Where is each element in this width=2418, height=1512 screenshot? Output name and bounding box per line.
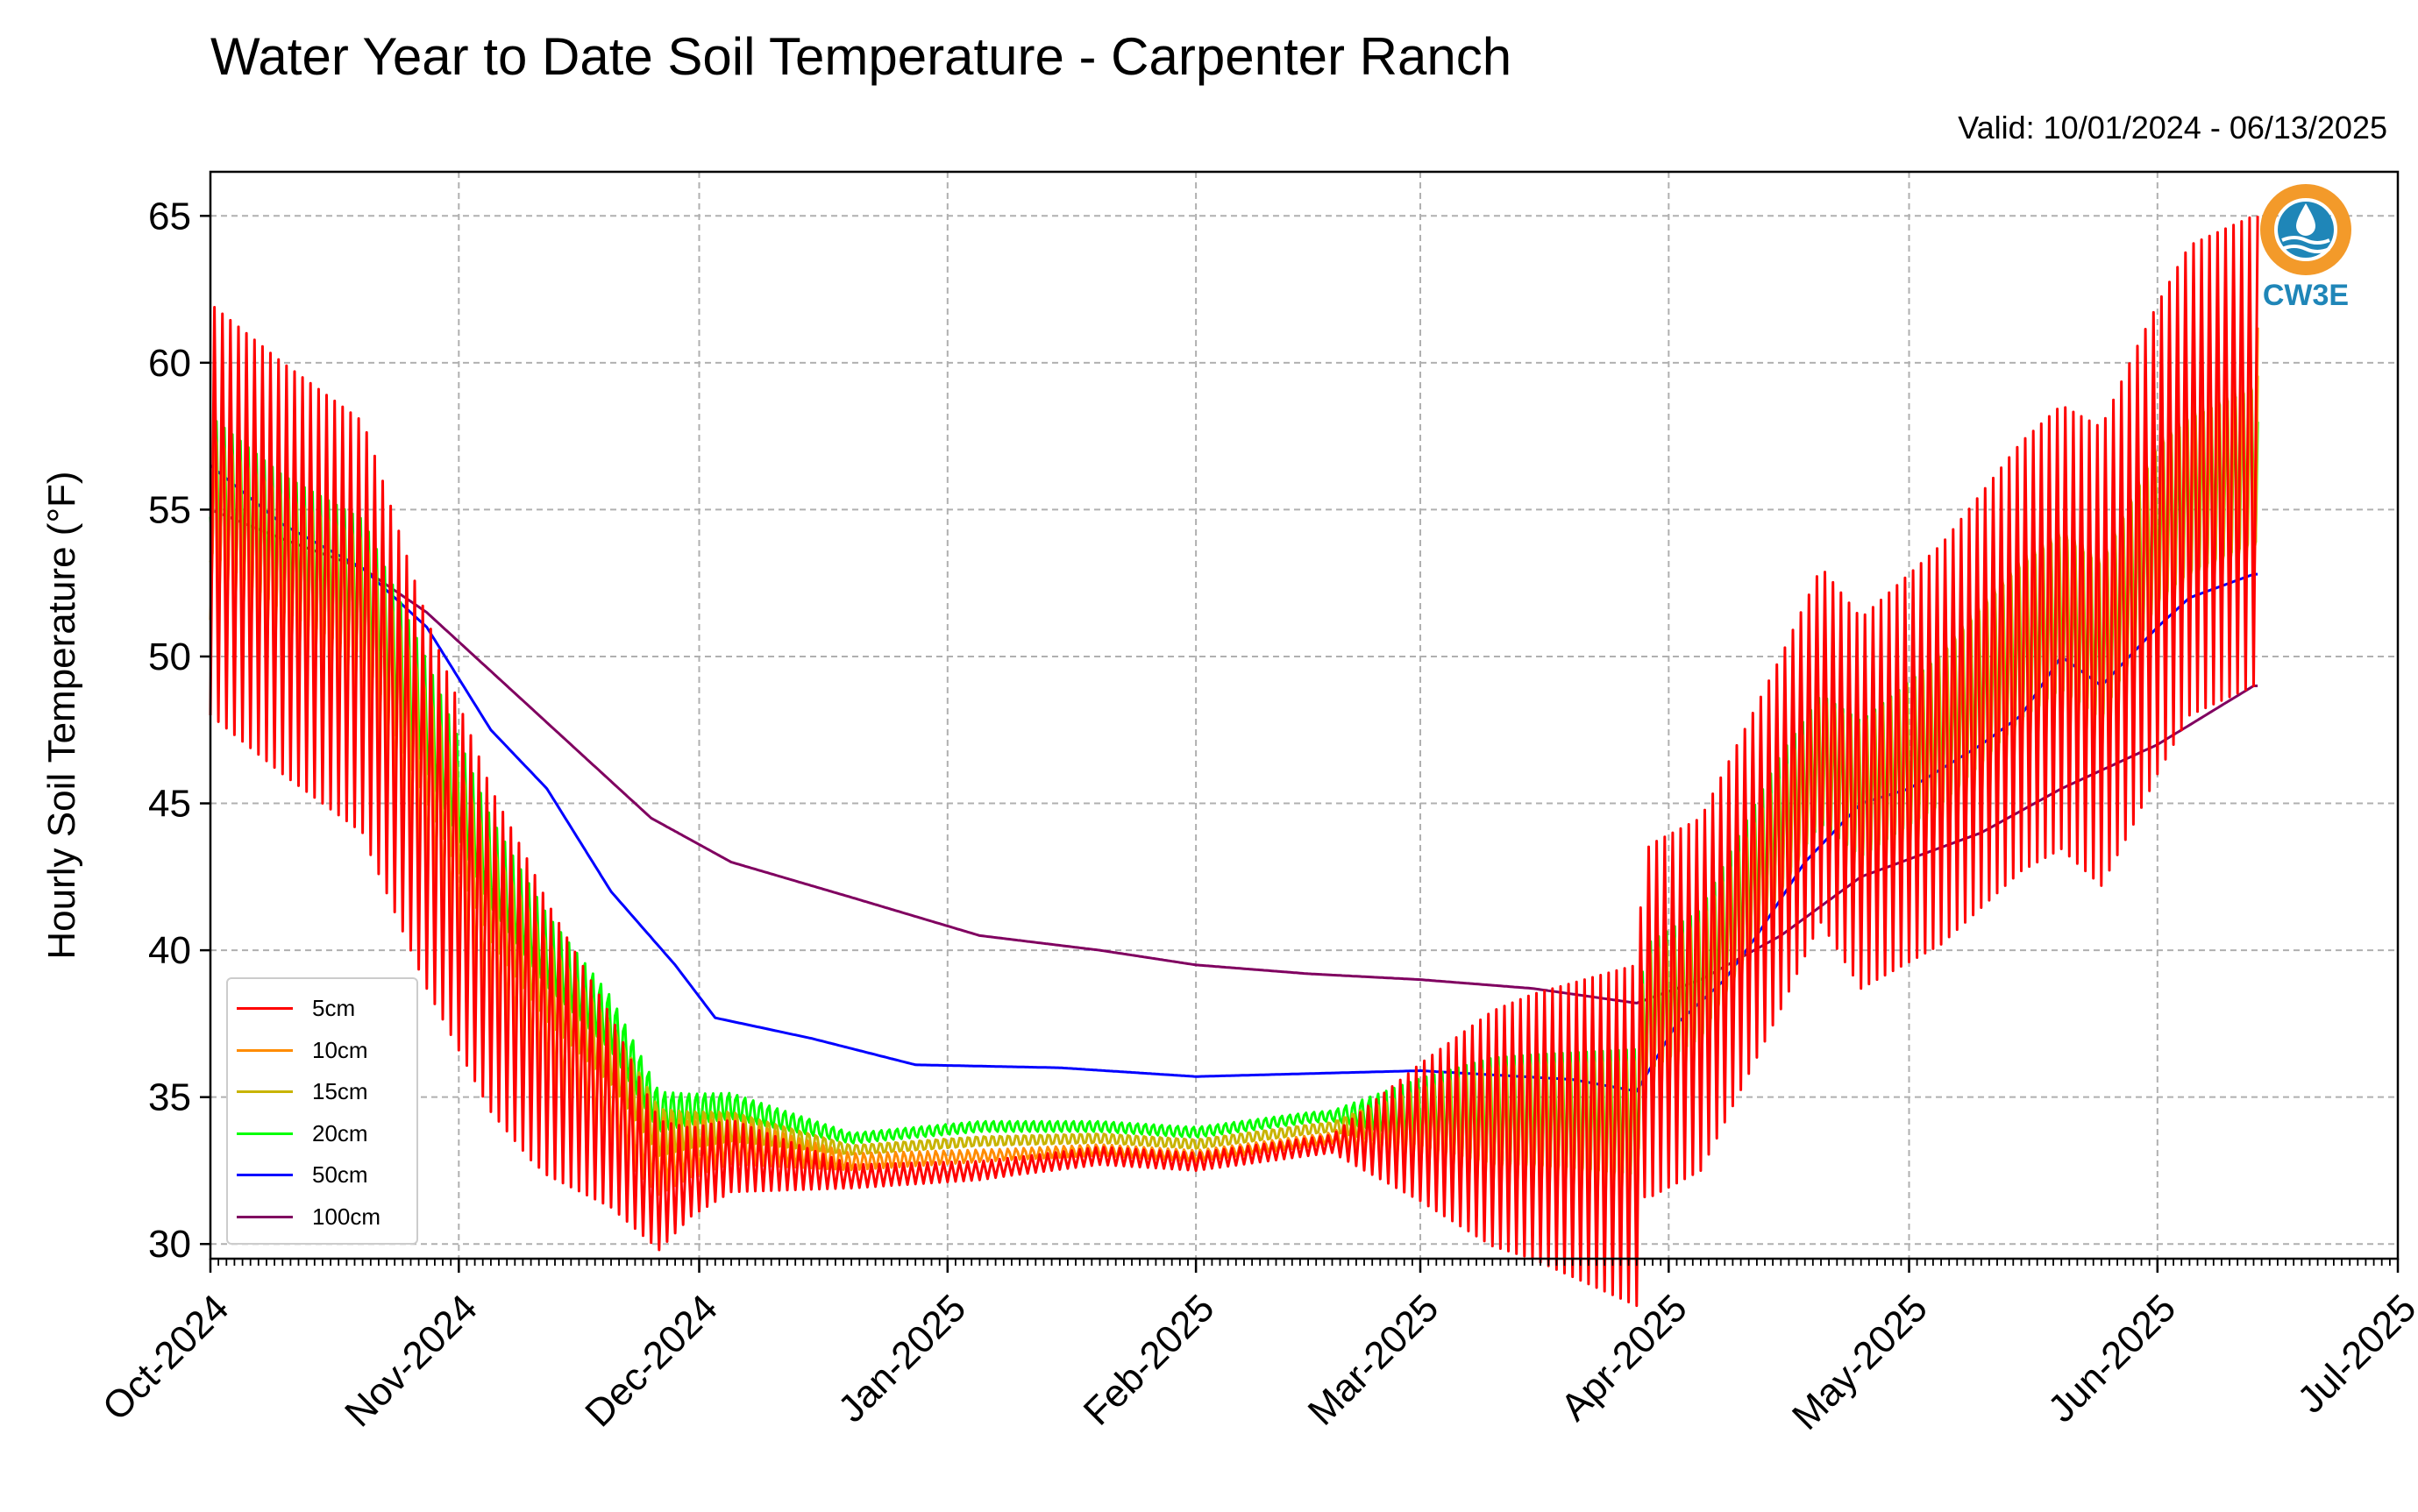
y-tick-label: 45	[148, 783, 191, 826]
valid-range-label: Valid: 10/01/2024 - 06/13/2025	[1958, 110, 2387, 146]
y-tick-label: 30	[148, 1223, 191, 1266]
x-tick-label: Feb-2025	[1076, 1287, 1223, 1434]
y-tick-label: 50	[148, 635, 191, 678]
legend-swatch	[237, 1048, 293, 1052]
x-tick-label: Mar-2025	[1300, 1287, 1447, 1434]
x-tick-label: Dec-2024	[577, 1287, 726, 1436]
legend-swatch	[237, 1174, 293, 1177]
legend-swatch	[237, 1007, 293, 1011]
x-tick-label: Jan-2025	[830, 1287, 974, 1430]
x-minor-ticks	[210, 1259, 2399, 1266]
y-axis: 30 35 40 45 50 55 60 65	[148, 195, 210, 1266]
y-tick-label: 35	[148, 1076, 191, 1119]
x-tick-label: May-2025	[1784, 1287, 1936, 1438]
x-tick-label: Jul-2025	[2289, 1287, 2418, 1422]
y-tick-label: 65	[148, 195, 191, 238]
chart-series	[209, 216, 2259, 1308]
chart-grid	[210, 172, 2399, 1259]
legend-label: 15cm	[312, 1078, 368, 1105]
plot-frame	[209, 170, 2400, 1260]
legend-label: 100cm	[312, 1203, 381, 1230]
x-tick-label: Jun-2025	[2040, 1287, 2184, 1430]
y-tick-label: 60	[148, 342, 191, 385]
x-tick-label: Apr-2025	[1553, 1287, 1696, 1430]
y-axis-label: Hourly Soil Temperature (°F)	[40, 471, 83, 959]
legend-swatch	[237, 1132, 293, 1135]
series-line-5cm	[209, 216, 2259, 1308]
legend-label: 10cm	[312, 1036, 368, 1063]
legend-label: 50cm	[312, 1161, 368, 1189]
x-tick-label: Nov-2024	[337, 1287, 486, 1436]
legend-label: 5cm	[312, 995, 356, 1022]
y-tick-label: 40	[148, 929, 191, 972]
x-axis: Oct-2024 Nov-2024 Dec-2024 Jan-2025 Feb-2025…	[95, 1259, 2418, 1438]
legend: 5cm 10cm 15cm 20cm 50cm 100cm	[226, 977, 418, 1245]
cw3e-logo: CW3E	[2240, 184, 2372, 324]
legend-label: 20cm	[312, 1119, 368, 1146]
x-tick-label: Oct-2024	[95, 1287, 238, 1430]
legend-item-100cm: 100cm	[228, 1196, 416, 1239]
cw3e-logo-text: CW3E	[2263, 279, 2349, 312]
legend-swatch	[237, 1090, 293, 1094]
legend-item-10cm: 10cm	[228, 1030, 416, 1072]
legend-swatch	[237, 1215, 293, 1218]
page-title: Water Year to Date Soil Temperature - Ca…	[210, 27, 1512, 86]
legend-item-5cm: 5cm	[228, 988, 416, 1030]
legend-item-50cm: 50cm	[228, 1154, 416, 1196]
legend-item-20cm: 20cm	[228, 1113, 416, 1155]
cw3e-logo-icon: CW3E	[2260, 184, 2351, 312]
y-tick-label: 55	[148, 488, 191, 531]
legend-item-15cm: 15cm	[228, 1071, 416, 1113]
